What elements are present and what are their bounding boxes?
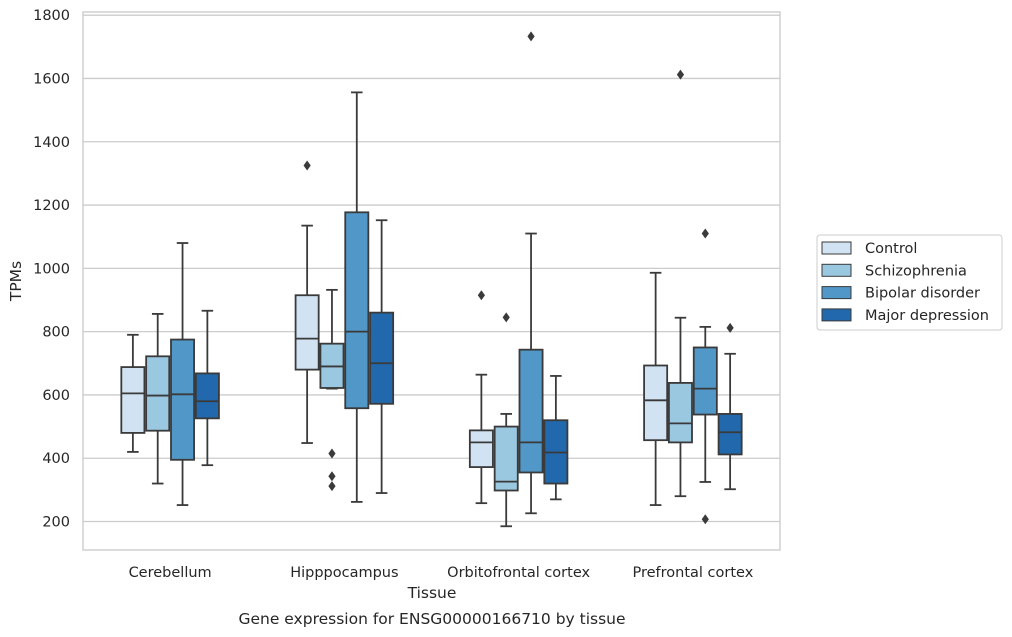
y-axis-label: TPMs bbox=[7, 261, 25, 302]
iqr-box bbox=[468, 429, 494, 468]
chart-caption: Gene expression for ENSG00000166710 by t… bbox=[238, 610, 625, 628]
box-3-3 bbox=[717, 322, 743, 491]
y-tick-label: 1200 bbox=[33, 198, 70, 214]
iqr-box bbox=[344, 211, 370, 410]
iqr-box bbox=[493, 425, 519, 492]
box-0-2 bbox=[170, 242, 195, 506]
iqr-box bbox=[170, 338, 195, 461]
legend-swatch bbox=[821, 263, 852, 277]
y-tick-label: 1000 bbox=[33, 261, 70, 277]
box-1-3 bbox=[369, 219, 395, 494]
y-tick-label: 1600 bbox=[33, 71, 70, 87]
legend-swatch bbox=[821, 241, 852, 255]
iqr-box bbox=[518, 348, 544, 474]
iqr-box bbox=[643, 364, 669, 442]
x-axis-label: Tissue bbox=[407, 584, 457, 602]
box-1-1 bbox=[319, 288, 345, 492]
x-tick-label: Orbitofrontal cortex bbox=[447, 565, 590, 581]
plot-background bbox=[83, 12, 780, 550]
x-tick-label: Hipppocampus bbox=[290, 565, 398, 581]
legend-label: Control bbox=[865, 241, 917, 257]
outlier-marker bbox=[726, 322, 734, 333]
box-2-1 bbox=[493, 312, 519, 528]
legend: Control Schizophrenia Bipolar disorder Majo… bbox=[816, 234, 1003, 331]
iqr-box bbox=[717, 413, 743, 456]
box-1-0 bbox=[294, 160, 320, 444]
iqr-box bbox=[120, 366, 146, 434]
box-0-3 bbox=[194, 309, 220, 467]
outlier-marker bbox=[328, 481, 336, 492]
y-tick-label: 200 bbox=[42, 515, 70, 531]
box-0-0 bbox=[120, 333, 146, 453]
box-3-1 bbox=[668, 69, 693, 498]
x-tick-labels: Cerebellum Hipppocampus Orbitofrontal cort… bbox=[129, 565, 754, 581]
outlier-marker bbox=[477, 290, 485, 301]
iqr-box bbox=[369, 311, 395, 405]
box-3-0 bbox=[643, 271, 669, 506]
outlier-marker bbox=[328, 448, 336, 459]
box-3-2 bbox=[692, 228, 718, 525]
box-2-0 bbox=[468, 290, 494, 505]
y-tick-label: 400 bbox=[42, 451, 70, 467]
iqr-box bbox=[668, 382, 693, 444]
iqr-box bbox=[294, 294, 320, 371]
y-tick-labels: 200 400 600 800 1000 1200 1400 1600 1800 bbox=[33, 8, 70, 530]
iqr-box bbox=[145, 355, 171, 432]
legend-frame bbox=[816, 234, 1003, 331]
outlier-marker bbox=[701, 228, 709, 239]
box-2-3 bbox=[543, 375, 569, 501]
outlier-marker bbox=[527, 31, 535, 42]
box-1-2 bbox=[344, 91, 370, 503]
iqr-box bbox=[692, 346, 718, 416]
plot-frame bbox=[82, 11, 781, 551]
outlier-marker bbox=[676, 69, 685, 80]
outlier-marker bbox=[328, 471, 336, 482]
box-2-2 bbox=[518, 31, 544, 515]
legend-swatch bbox=[821, 308, 852, 322]
legend-label: Major depression bbox=[865, 308, 989, 324]
legend-label: Schizophrenia bbox=[865, 263, 967, 279]
y-tick-label: 1400 bbox=[33, 135, 70, 151]
outlier-marker bbox=[502, 312, 510, 323]
box-0-1 bbox=[145, 313, 171, 485]
legend-label: Bipolar disorder bbox=[865, 286, 980, 302]
legend-swatch bbox=[821, 286, 852, 300]
y-tick-label: 800 bbox=[42, 325, 70, 341]
outlier-marker bbox=[303, 160, 311, 171]
y-tick-label: 600 bbox=[42, 388, 70, 404]
iqr-box bbox=[194, 372, 220, 420]
y-tick-label: 1800 bbox=[33, 8, 70, 24]
outlier-marker bbox=[701, 514, 709, 525]
x-tick-label: Cerebellum bbox=[129, 565, 212, 581]
x-tick-label: Prefrontal cortex bbox=[632, 565, 753, 581]
boxes bbox=[120, 31, 743, 528]
